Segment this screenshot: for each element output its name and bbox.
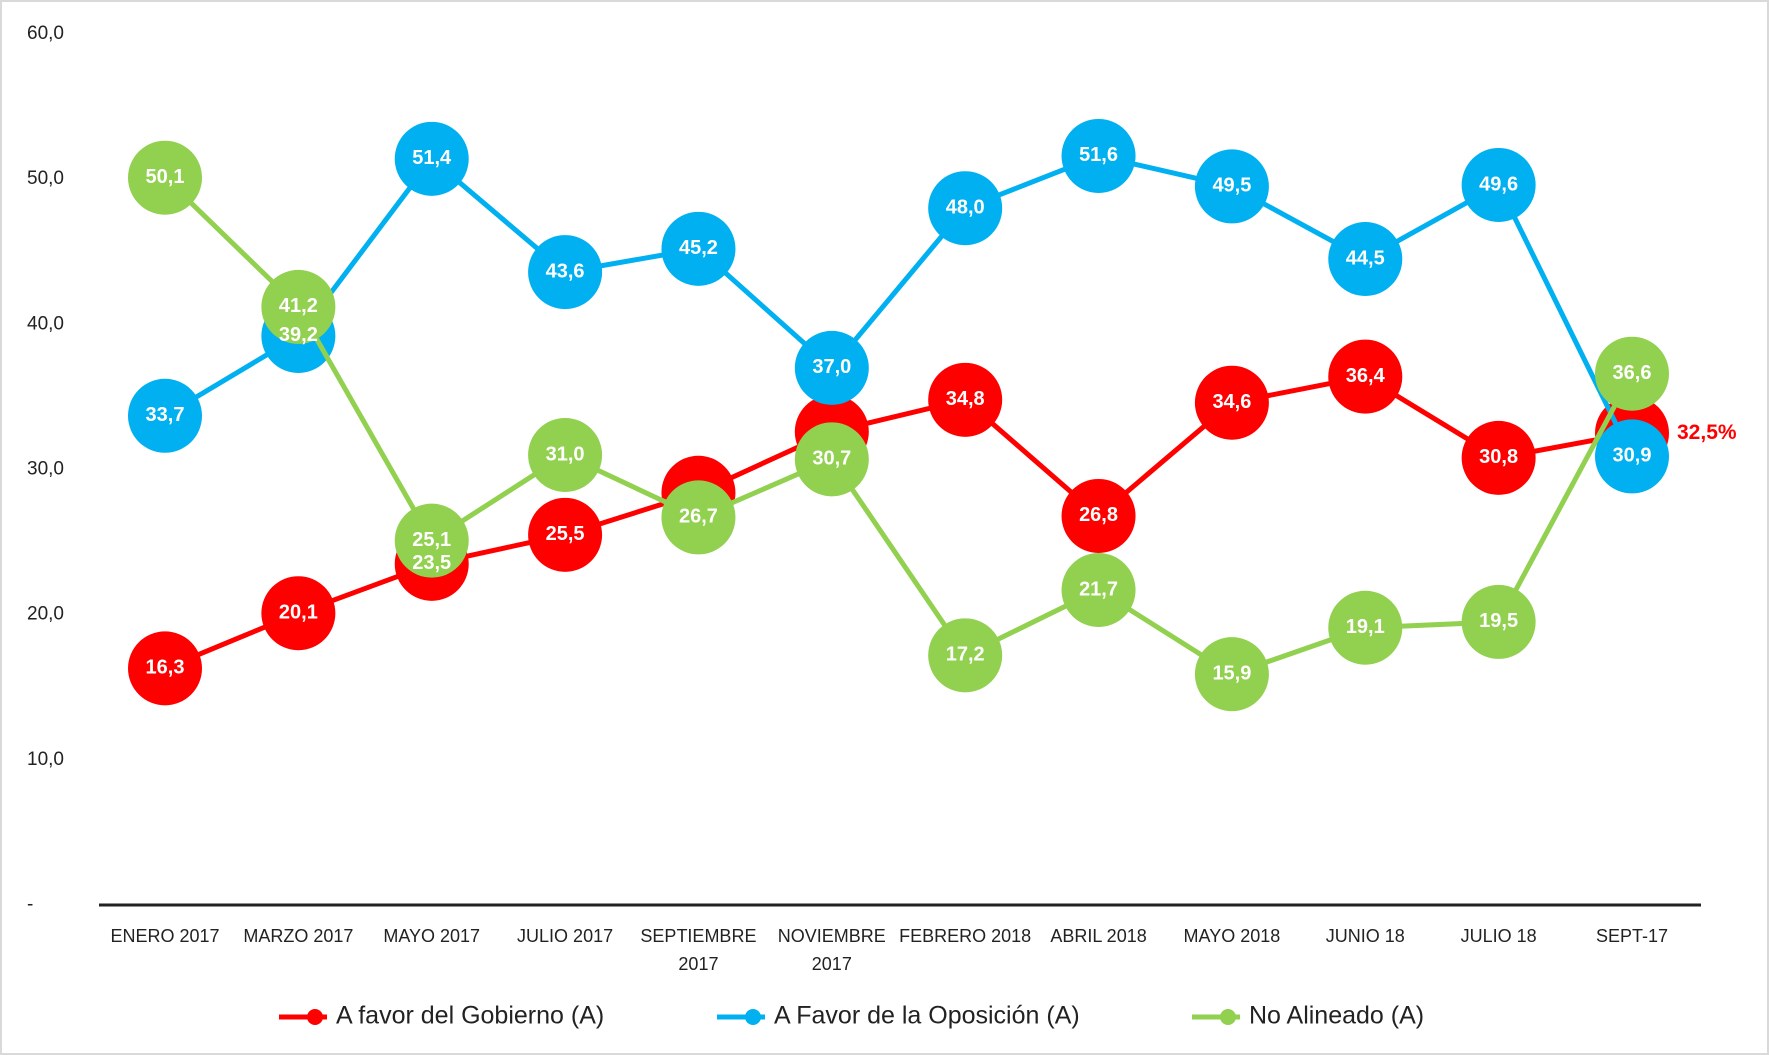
data-label: 30,8 <box>1479 446 1518 468</box>
data-marker <box>528 417 603 492</box>
data-marker <box>1061 118 1136 193</box>
legend-marker <box>307 1009 323 1025</box>
data-marker <box>928 171 1003 246</box>
legend-label: A favor del Gobierno (A) <box>336 1002 604 1030</box>
legend-marker <box>1220 1009 1236 1025</box>
data-marker <box>128 378 202 453</box>
data-marker <box>394 503 469 578</box>
data-label: 25,5 <box>546 523 585 545</box>
data-label: 45,2 <box>679 237 718 259</box>
data-label: 41,2 <box>279 295 318 317</box>
data-marker <box>1595 336 1669 411</box>
data-label: 23,5 <box>412 552 451 574</box>
data-label: 37,0 <box>812 356 851 378</box>
data-label: 43,6 <box>546 260 585 282</box>
data-label: 15,9 <box>1212 662 1251 684</box>
data-marker <box>661 480 736 555</box>
legend-label: No Alineado (A) <box>1249 1002 1424 1030</box>
y-tick-label: 50,0 <box>27 168 64 189</box>
data-marker <box>1194 637 1269 712</box>
x-tick-label: MAYO 2018 <box>1183 926 1281 946</box>
data-marker <box>1328 339 1403 414</box>
data-label: 16,3 <box>146 657 185 679</box>
data-marker <box>1328 222 1403 297</box>
data-label: 51,4 <box>412 147 452 169</box>
x-tick-label: NOVIEMBRE 2017 <box>777 926 886 974</box>
data-label: 31,0 <box>546 443 585 465</box>
data-label: 25,1 <box>412 529 451 551</box>
legend-label: A Favor de la Oposición (A) <box>774 1002 1080 1030</box>
data-marker <box>661 211 736 286</box>
data-label: 21,7 <box>1079 578 1118 600</box>
x-tick-label: MARZO 2017 <box>243 926 354 946</box>
data-marker <box>394 121 469 196</box>
data-marker <box>1328 590 1403 665</box>
data-label: 44,5 <box>1346 247 1385 269</box>
data-marker <box>261 576 336 651</box>
data-marker <box>1461 420 1536 495</box>
y-tick-label: - <box>27 894 33 915</box>
data-marker <box>928 618 1003 693</box>
data-label: 34,6 <box>1212 391 1251 413</box>
data-label: 20,1 <box>279 601 318 623</box>
x-tick-label: SEPT-17 <box>1595 926 1669 946</box>
data-marker <box>261 269 336 344</box>
x-tick-label: MAYO 2017 <box>383 926 481 946</box>
x-tick-label: JULIO 2017 <box>517 926 614 946</box>
y-tick-label: 30,0 <box>27 459 64 480</box>
data-label: 50,1 <box>146 166 185 188</box>
data-label: 36,4 <box>1346 365 1386 387</box>
data-label: 32,5% <box>1677 421 1737 444</box>
x-tick-label: ENERO 2017 <box>110 926 220 946</box>
data-marker <box>1194 149 1269 224</box>
x-tick-label: FEBRERO 2018 <box>899 926 1032 946</box>
data-marker <box>528 235 603 310</box>
x-tick-label: ABRIL 2018 <box>1050 926 1147 946</box>
data-marker <box>928 362 1003 437</box>
data-marker <box>794 422 869 497</box>
data-label: 49,5 <box>1212 175 1251 197</box>
data-label: 26,8 <box>1079 504 1118 526</box>
y-tick-label: 20,0 <box>27 604 64 625</box>
x-tick-label: JUNIO 18 <box>1325 926 1405 946</box>
data-label: 17,2 <box>946 644 985 666</box>
x-tick-label: SEPTIEMBRE 2017 <box>640 926 757 974</box>
data-label: 30,7 <box>812 448 851 470</box>
data-label: 34,8 <box>946 388 985 410</box>
data-label: 39,2 <box>279 324 318 346</box>
data-label: 48,0 <box>946 196 985 218</box>
y-tick-label: 10,0 <box>27 749 64 770</box>
data-label: 19,5 <box>1479 610 1518 632</box>
data-marker <box>1595 419 1669 494</box>
data-marker <box>1194 365 1269 440</box>
y-tick-label: 60,0 <box>27 23 64 44</box>
data-marker <box>1061 478 1136 553</box>
legend-marker <box>745 1009 761 1025</box>
data-label: 33,7 <box>146 404 185 426</box>
series-line <box>163 175 1635 677</box>
data-marker <box>794 330 869 405</box>
data-marker <box>1461 584 1536 659</box>
data-label: 19,1 <box>1346 616 1385 638</box>
data-marker <box>1461 147 1536 222</box>
data-marker <box>1061 552 1136 627</box>
data-label: 49,6 <box>1479 173 1518 195</box>
y-tick-label: 40,0 <box>27 313 64 334</box>
series-line <box>163 153 1635 458</box>
data-marker <box>128 140 202 215</box>
x-tick-label: JULIO 18 <box>1460 926 1537 946</box>
data-label: 36,6 <box>1613 362 1652 384</box>
data-marker <box>128 631 202 706</box>
data-label: 51,6 <box>1079 144 1118 166</box>
data-label: 30,9 <box>1613 445 1652 467</box>
data-marker <box>528 497 603 572</box>
data-label: 26,7 <box>679 506 718 528</box>
